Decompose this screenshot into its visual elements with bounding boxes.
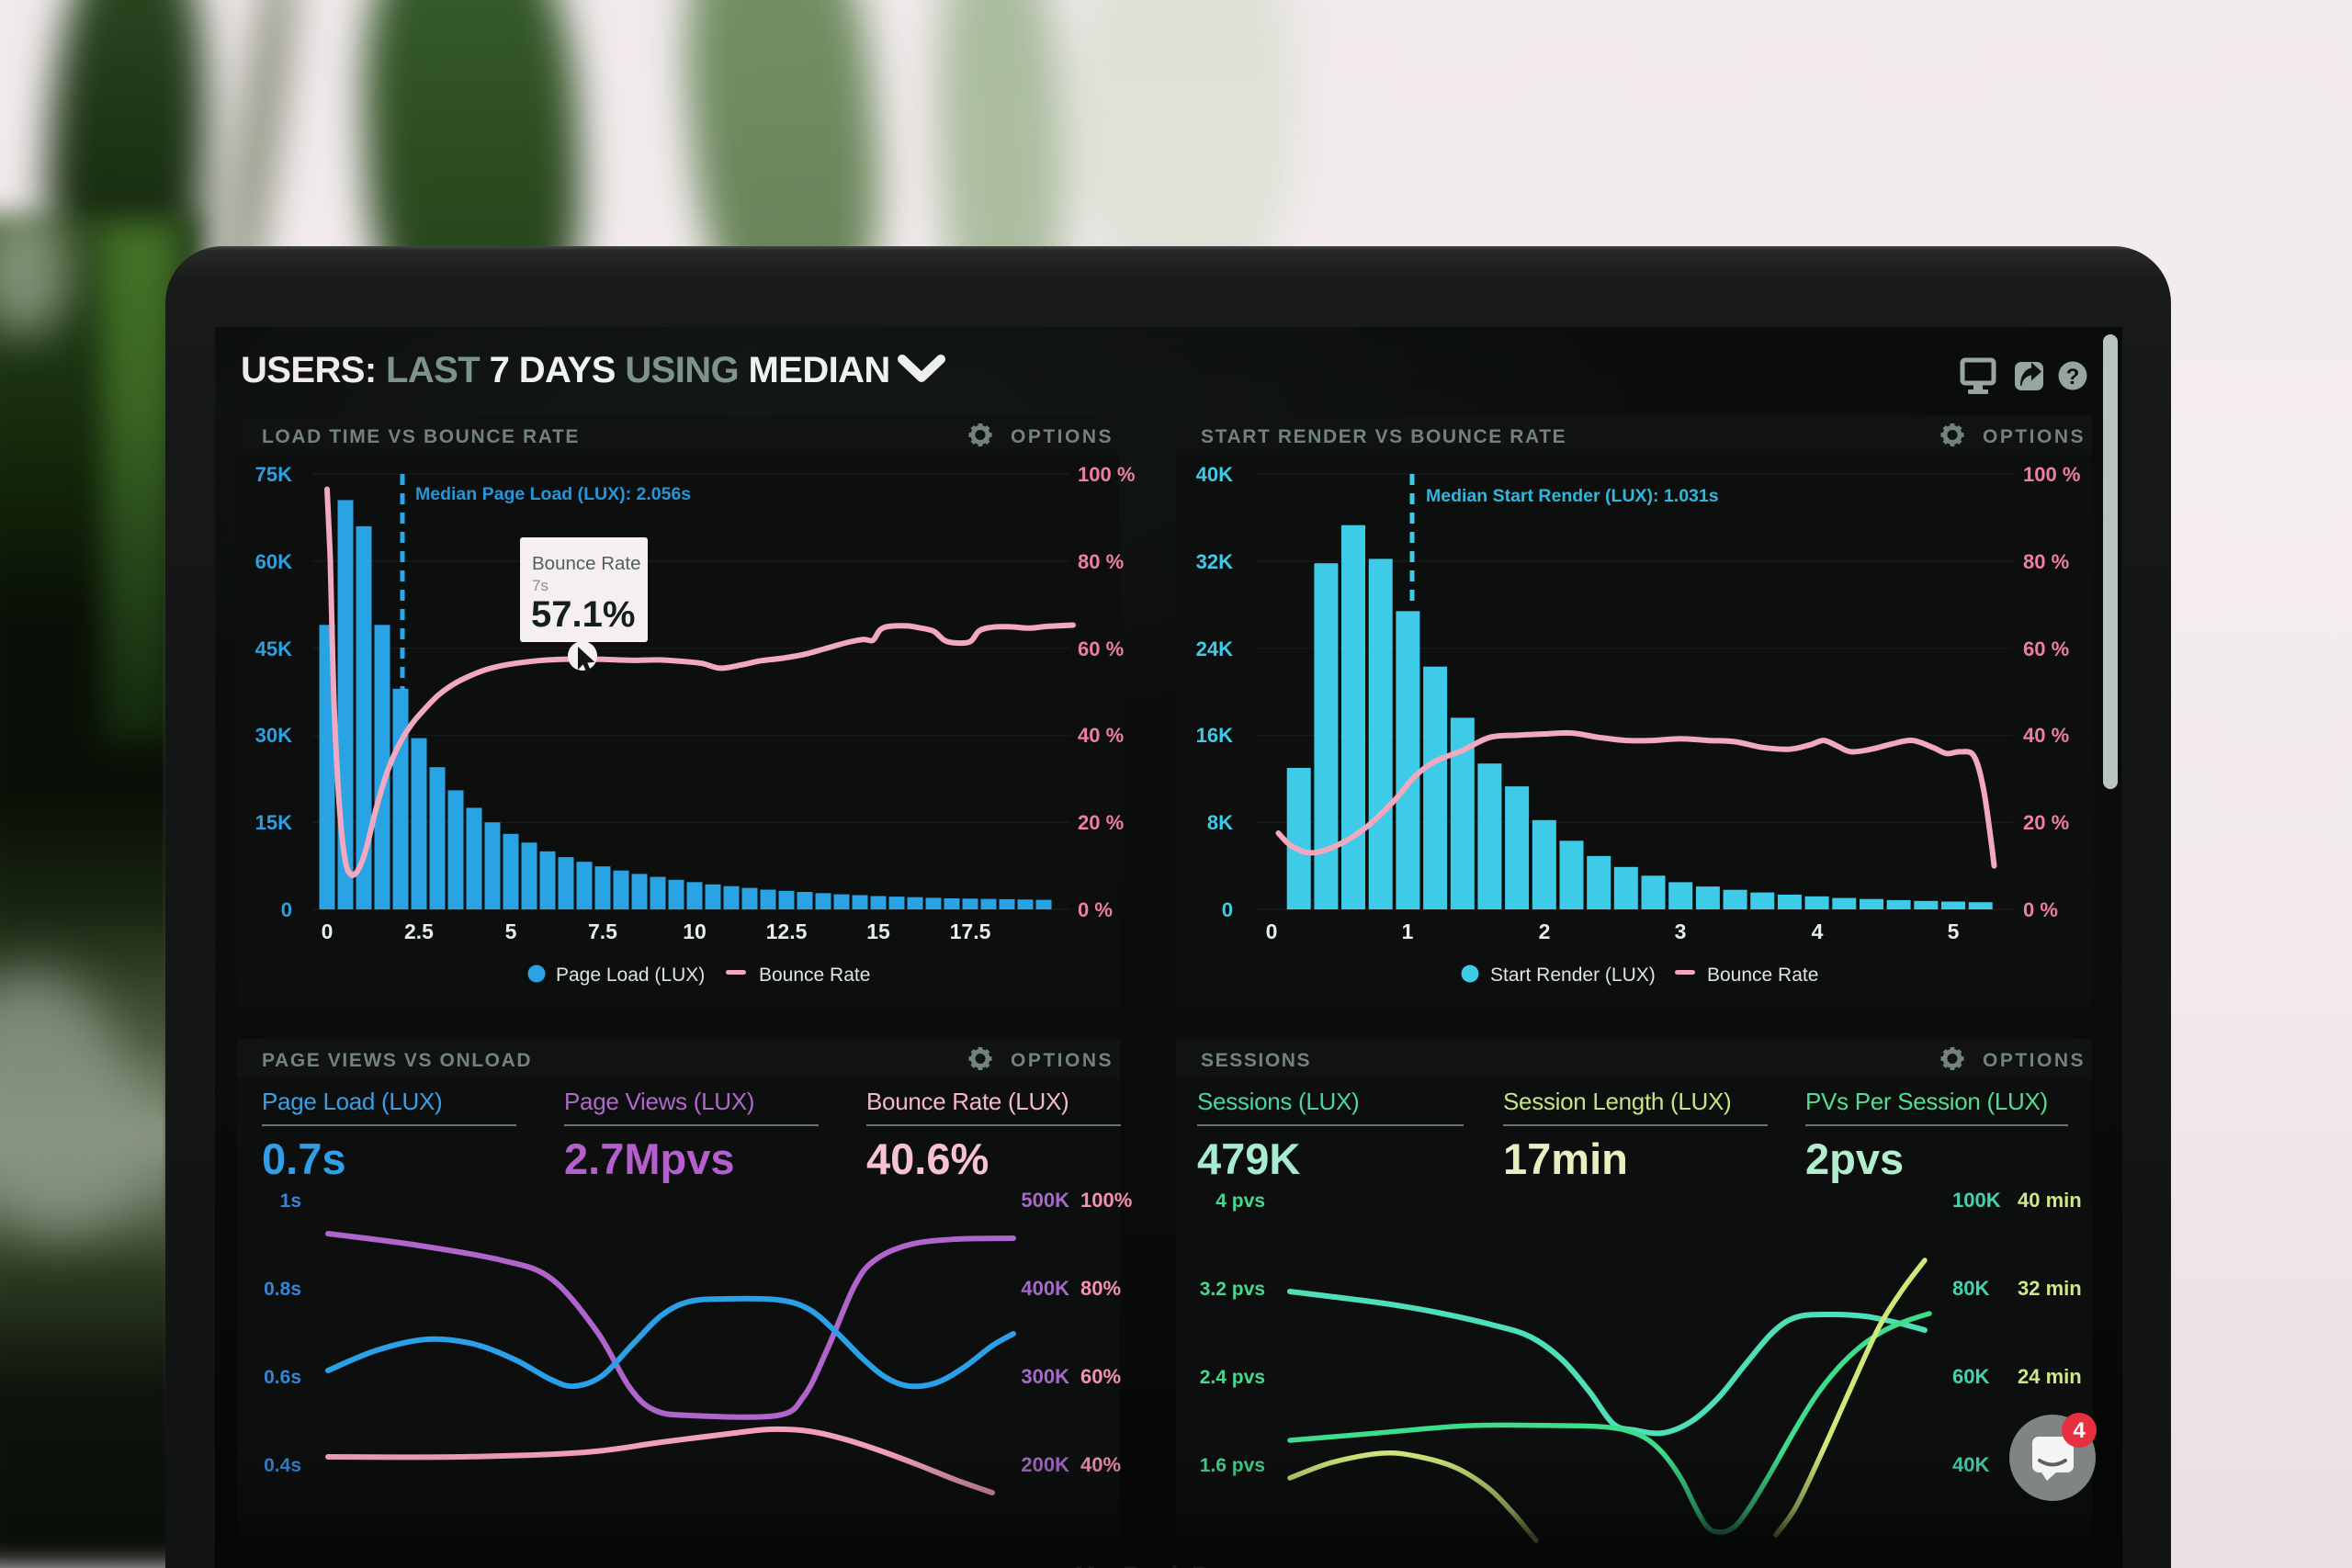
svg-text:60%: 60% [1080,1365,1121,1388]
svg-text:40 %: 40 % [1078,724,1124,747]
svg-text:Bounce Rate: Bounce Rate [1707,964,1818,986]
svg-text:100 %: 100 % [1078,463,1135,486]
svg-text:57.1%: 57.1% [531,594,635,635]
svg-text:2.7Mpvs: 2.7Mpvs [564,1134,734,1183]
svg-text:4: 4 [1812,919,1824,943]
svg-text:Page Load (LUX): Page Load (LUX) [556,964,705,986]
svg-text:45K: 45K [255,637,292,660]
svg-text:12.5: 12.5 [766,919,808,943]
svg-text:2pvs: 2pvs [1805,1134,1904,1183]
svg-text:1: 1 [1402,919,1414,943]
svg-text:15: 15 [866,919,890,943]
svg-text:Page Views (LUX): Page Views (LUX) [564,1088,754,1115]
svg-text:40 min: 40 min [2018,1189,2082,1212]
svg-text:17min: 17min [1503,1134,1628,1183]
svg-text:60 %: 60 % [1078,637,1124,660]
svg-text:60 %: 60 % [2023,637,2069,660]
svg-text:0: 0 [1222,898,1233,921]
svg-text:0: 0 [281,898,292,921]
svg-text:30K: 30K [255,724,292,747]
svg-text:40 %: 40 % [2023,724,2069,747]
svg-text:80 %: 80 % [2023,550,2069,573]
svg-text:OPTIONS: OPTIONS [1011,426,1114,447]
svg-text:4: 4 [2073,1418,2086,1443]
svg-text:2: 2 [1539,919,1551,943]
svg-text:Sessions (LUX): Sessions (LUX) [1197,1088,1359,1115]
svg-text:3: 3 [1675,919,1687,943]
svg-text:Median Page Load (LUX): 2.056s: Median Page Load (LUX): 2.056s [415,484,691,504]
svg-text:15K: 15K [255,811,292,834]
svg-text:SESSIONS: SESSIONS [1201,1050,1311,1071]
svg-text:0: 0 [1266,919,1278,943]
svg-text:80K: 80K [1952,1277,1989,1300]
svg-text:USERS: LAST 7 DAYS USING MEDIA: USERS: LAST 7 DAYS USING MEDIAN [241,350,890,390]
svg-text:Session Length (LUX): Session Length (LUX) [1503,1088,1731,1115]
svg-text:8K: 8K [1207,811,1233,834]
svg-text:PVs Per Session (LUX): PVs Per Session (LUX) [1805,1088,2048,1115]
svg-text:80 %: 80 % [1078,550,1124,573]
svg-text:OPTIONS: OPTIONS [1011,1050,1114,1071]
svg-text:100K: 100K [1952,1189,2001,1212]
svg-text:0 %: 0 % [2023,898,2058,921]
svg-text:400K: 400K [1021,1277,1069,1300]
svg-text:20 %: 20 % [2023,811,2069,834]
svg-text:5: 5 [505,919,517,943]
svg-text:24 min: 24 min [2018,1365,2082,1388]
svg-text:MacBook Pro: MacBook Pro [1075,1562,1234,1568]
svg-text:100 %: 100 % [2023,463,2080,486]
svg-text:Page Load (LUX): Page Load (LUX) [262,1088,442,1115]
svg-text:10: 10 [683,919,707,943]
svg-text:0: 0 [322,919,334,943]
svg-text:2.4 pvs: 2.4 pvs [1200,1367,1265,1388]
svg-text:24K: 24K [1196,637,1233,660]
svg-text:0 %: 0 % [1078,898,1113,921]
svg-text:1s: 1s [280,1190,301,1212]
svg-text:7s: 7s [532,577,548,594]
svg-text:100%: 100% [1080,1189,1132,1212]
svg-text:80%: 80% [1080,1277,1121,1300]
svg-text:20 %: 20 % [1078,811,1124,834]
svg-text:75K: 75K [255,463,292,486]
svg-text:START RENDER VS BOUNCE RATE: START RENDER VS BOUNCE RATE [1201,426,1566,447]
svg-text:40.6%: 40.6% [866,1134,989,1183]
svg-text:OPTIONS: OPTIONS [1983,1050,2086,1071]
svg-text:LOAD TIME VS BOUNCE RATE: LOAD TIME VS BOUNCE RATE [262,426,580,447]
svg-text:17.5: 17.5 [950,919,991,943]
svg-text:7.5: 7.5 [588,919,617,943]
svg-text:16K: 16K [1196,724,1233,747]
svg-text:Start Render (LUX): Start Render (LUX) [1490,964,1656,986]
svg-text:40K: 40K [1196,463,1233,486]
svg-text:0.7s: 0.7s [262,1134,345,1183]
svg-text:OPTIONS: OPTIONS [1983,426,2086,447]
svg-text:3.2 pvs: 3.2 pvs [1200,1279,1265,1300]
svg-text:Bounce Rate: Bounce Rate [759,964,870,986]
svg-text:5: 5 [1948,919,1960,943]
svg-text:4 pvs: 4 pvs [1216,1190,1265,1212]
svg-text:300K: 300K [1021,1365,1069,1388]
svg-text:Bounce Rate: Bounce Rate [532,553,641,574]
svg-text:Bounce Rate (LUX): Bounce Rate (LUX) [866,1088,1069,1115]
svg-text:PAGE VIEWS VS ONLOAD: PAGE VIEWS VS ONLOAD [262,1050,532,1071]
svg-text:500K: 500K [1021,1189,1069,1212]
svg-text:2.5: 2.5 [404,919,434,943]
svg-text:60K: 60K [1952,1365,1989,1388]
svg-text:60K: 60K [255,550,292,573]
svg-text:479K: 479K [1197,1134,1300,1183]
svg-text:32 min: 32 min [2018,1277,2082,1300]
svg-text:0.8s: 0.8s [264,1279,301,1300]
svg-text:?: ? [2066,365,2080,389]
svg-text:0.6s: 0.6s [264,1367,301,1388]
svg-text:Median Start Render (LUX): 1.0: Median Start Render (LUX): 1.031s [1426,486,1719,506]
svg-text:32K: 32K [1196,550,1233,573]
